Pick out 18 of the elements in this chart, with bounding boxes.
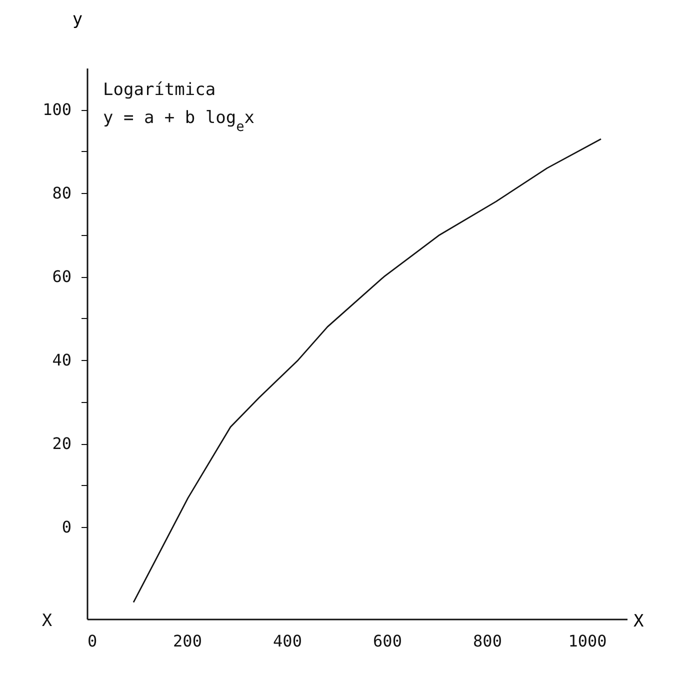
x-axis-title: X [634,612,644,632]
line-series [132,138,602,604]
x-tick-label: 600 [373,632,402,650]
x-tick-label: 200 [173,632,202,650]
annotation: Logarítmica [103,80,216,100]
y-tick-label: 100 [42,100,72,120]
x-tick-label: 400 [273,632,302,650]
x-tick-label: 800 [473,632,502,650]
y-tick-label: 0 [62,518,72,537]
x-tick-label: 0 [88,632,98,650]
x-tick-label: 1000 [568,632,607,650]
y-tick-label: 40 [52,350,72,370]
y-tick-label: 20 [52,434,72,454]
text: X [42,611,53,631]
y-tick-label: 60 [52,267,72,286]
y-tick-label: 80 [52,184,72,203]
y-axis-title: y [72,10,83,30]
annotation: y = a + b log$_{e}$x [103,108,254,135]
